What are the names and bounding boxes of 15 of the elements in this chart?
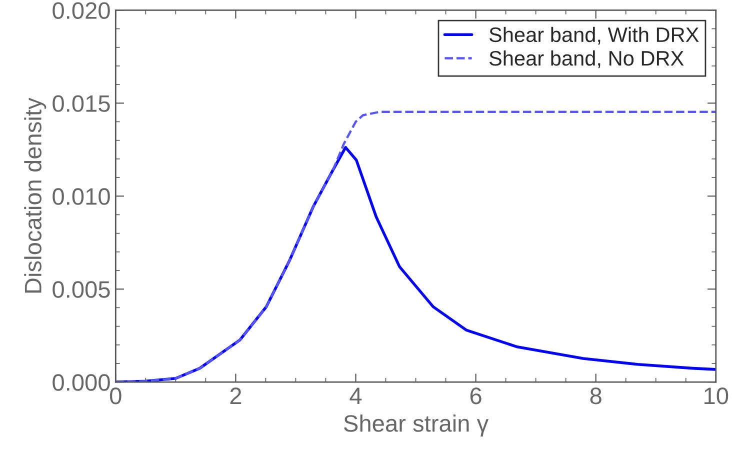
legend-label: Shear band, No DRX — [489, 50, 684, 68]
x-axis-title: Shear strain γ — [344, 414, 489, 436]
x-tick-label: 8 — [590, 388, 602, 404]
y-tick-label: 0.010 — [52, 188, 110, 205]
x-tick-label: 6 — [470, 388, 482, 404]
x-tick-label: 4 — [350, 388, 362, 404]
y-tick-label: 0.015 — [52, 95, 110, 112]
x-tick-label: 2 — [230, 388, 242, 404]
y-tick-label: 0.020 — [52, 2, 110, 19]
x-tick-label: 0 — [110, 388, 122, 404]
legend-label: Shear band, With DRX — [489, 26, 699, 45]
y-axis-title: Dislocation density — [24, 98, 46, 293]
y-tick-label: 0.000 — [52, 374, 110, 391]
x-tick-label: 10 — [704, 388, 728, 404]
y-tick-label: 0.005 — [52, 281, 110, 298]
